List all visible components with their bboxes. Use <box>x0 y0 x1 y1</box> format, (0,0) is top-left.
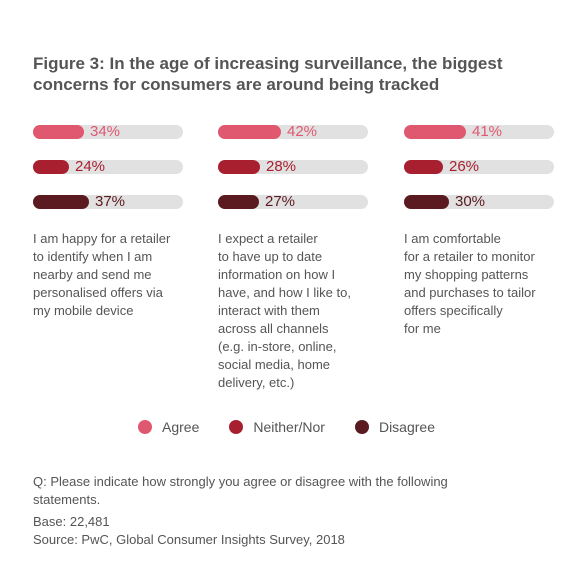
statement-line: information on how I <box>218 267 336 282</box>
statement-line: to identify when I am <box>33 249 153 264</box>
statement-line: offers specifically <box>404 303 503 318</box>
legend-swatch-disagree <box>354 420 369 434</box>
statement-line: and purchases to tailor <box>404 285 536 300</box>
bar-value-label: 42% <box>287 123 318 140</box>
bar-row-disagree: 30% <box>404 193 564 211</box>
legend-swatch-agree <box>138 420 152 434</box>
bar-track <box>218 195 368 209</box>
bar-row-agree: 34% <box>33 123 193 141</box>
bar-value-label: 34% <box>90 123 121 140</box>
statement-line: across all channels <box>218 321 329 336</box>
survey-source: Source: PwC, Global Consumer Insights Su… <box>33 532 345 547</box>
bar-disagree <box>404 195 449 209</box>
bar-row-neither: 26% <box>404 158 564 176</box>
statement-line: personalised offers via <box>33 285 163 300</box>
chart-title: Figure 3: In the age of increasing surve… <box>33 53 553 95</box>
legend-swatch-neither <box>229 420 244 434</box>
statement-line: I am comfortable <box>404 231 501 246</box>
bar-agree <box>404 125 466 139</box>
bar-row-neither: 24% <box>33 158 193 176</box>
bar-track <box>404 160 554 174</box>
statement-line: for a retailer to monitor <box>404 249 535 264</box>
bar-row-agree: 41% <box>404 123 564 141</box>
bar-track <box>33 125 183 139</box>
bar-value-label: 26% <box>449 158 480 175</box>
statement-group: 34% 24% 37% I am happy for a retailer to ide… <box>33 123 193 318</box>
bar-disagree <box>33 195 89 209</box>
statement-line: (e.g. in-store, online, <box>218 339 337 354</box>
statement-text: I expect a retailer to have up to date inf… <box>218 230 383 392</box>
bar-value-label: 24% <box>75 158 106 175</box>
statement-text: I am happy for a retailer to identify whe… <box>33 230 198 320</box>
bar-track <box>33 195 183 209</box>
bar-track <box>404 125 554 139</box>
statement-line: I am happy for a retailer <box>33 231 171 246</box>
statement-line: delivery, etc.) <box>218 375 295 390</box>
survey-question: Q: Please indicate how strongly you agre… <box>33 474 448 489</box>
bar-neither <box>33 160 69 174</box>
statement-text: I am comfortable for a retailer to monito… <box>404 230 569 338</box>
bar-disagree <box>218 195 259 209</box>
statement-line: social media, home <box>218 357 330 372</box>
bar-agree <box>218 125 281 139</box>
statement-line: to have up to date <box>218 249 323 264</box>
survey-base: Base: 22,481 <box>33 514 110 529</box>
bar-row-neither: 28% <box>218 158 378 176</box>
bar-track <box>404 195 554 209</box>
statement-line: nearby and send me <box>33 267 152 282</box>
bar-value-label: 37% <box>95 193 126 210</box>
legend-label-disagree: Disagree <box>378 419 435 435</box>
bar-value-label: 41% <box>472 123 503 140</box>
legend-item-agree: Agree <box>138 419 199 435</box>
statement-line: my shopping patterns <box>404 267 529 282</box>
survey-question: statements. <box>33 492 101 507</box>
statement-group: 42% 28% 27% I expect a retailer to have up t… <box>218 123 378 390</box>
statement-line: I expect a retailer <box>218 231 318 246</box>
bar-value-label: 27% <box>265 193 296 210</box>
statement-line: my mobile device <box>33 303 134 318</box>
bar-row-disagree: 27% <box>218 193 378 211</box>
chart-title-line: concerns for consumers are around being … <box>33 75 440 94</box>
legend: Agree Neither/Nor Disagree <box>138 418 435 436</box>
statement-group: 41% 26% 30% I am comfortable for a retailer … <box>404 123 564 336</box>
statement-line: have, and how I like to, <box>218 285 351 300</box>
bar-track <box>33 160 183 174</box>
bar-value-label: 30% <box>455 193 486 210</box>
bar-value-label: 28% <box>266 158 297 175</box>
legend-label-agree: Agree <box>162 419 200 435</box>
bar-agree <box>33 125 84 139</box>
statement-line: for me <box>404 321 441 336</box>
legend-item-disagree: Disagree <box>354 419 435 435</box>
bar-track <box>218 160 368 174</box>
legend-item-neither: Neither/Nor <box>229 419 325 435</box>
bar-row-disagree: 37% <box>33 193 193 211</box>
chart-footer: Q: Please indicate how strongly you agre… <box>33 473 553 549</box>
bar-track <box>218 125 368 139</box>
bar-row-agree: 42% <box>218 123 378 141</box>
legend-label-neither: Neither/Nor <box>253 419 325 435</box>
bar-neither <box>404 160 443 174</box>
chart-title-line: Figure 3: In the age of increasing surve… <box>33 54 503 73</box>
bar-neither <box>218 160 260 174</box>
statement-line: interact with them <box>218 303 320 318</box>
